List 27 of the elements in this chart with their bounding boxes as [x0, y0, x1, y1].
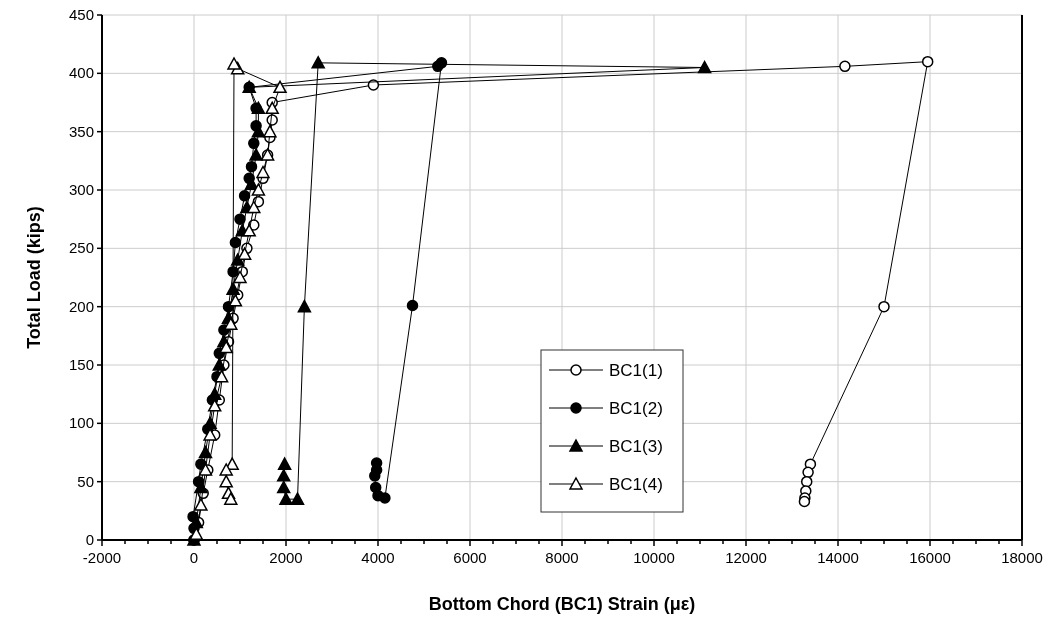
x-tick-label: 8000 [545, 549, 579, 566]
x-tick-label: 14000 [817, 549, 859, 566]
y-tick-label: 200 [68, 297, 94, 315]
x-tick-label: 16000 [909, 549, 951, 566]
x-tick-label: 18000 [1001, 549, 1043, 566]
y-axis-title: Total Load (kips) [24, 206, 44, 349]
y-tick-label: 100 [68, 414, 94, 432]
y-tick-label: 450 [68, 6, 94, 23]
x-tick-label: -2000 [82, 549, 122, 566]
x-tick-label: 10000 [633, 549, 675, 566]
x-tick-label: 12000 [725, 549, 767, 566]
y-tick-label: 150 [68, 356, 94, 373]
legend-label: BC1(1) [609, 361, 663, 380]
legend-label: BC1(3) [609, 437, 663, 456]
y-tick-label: 400 [68, 64, 94, 82]
y-tick-label: 350 [68, 122, 94, 140]
x-tick-label: 6000 [453, 549, 487, 566]
y-tick-label: 50 [77, 472, 94, 490]
legend-label: BC1(4) [609, 475, 663, 494]
x-tick-label: 4000 [361, 549, 395, 566]
y-tick-label: 250 [68, 239, 94, 257]
x-tick-label: 2000 [269, 549, 303, 566]
y-tick-label: 300 [68, 181, 94, 198]
x-axis-title: Bottom Chord (BC1) Strain (με) [428, 594, 696, 614]
x-tick-label: 0 [189, 549, 199, 566]
y-tick-label: 0 [85, 531, 94, 548]
legend-label: BC1(2) [609, 399, 663, 418]
